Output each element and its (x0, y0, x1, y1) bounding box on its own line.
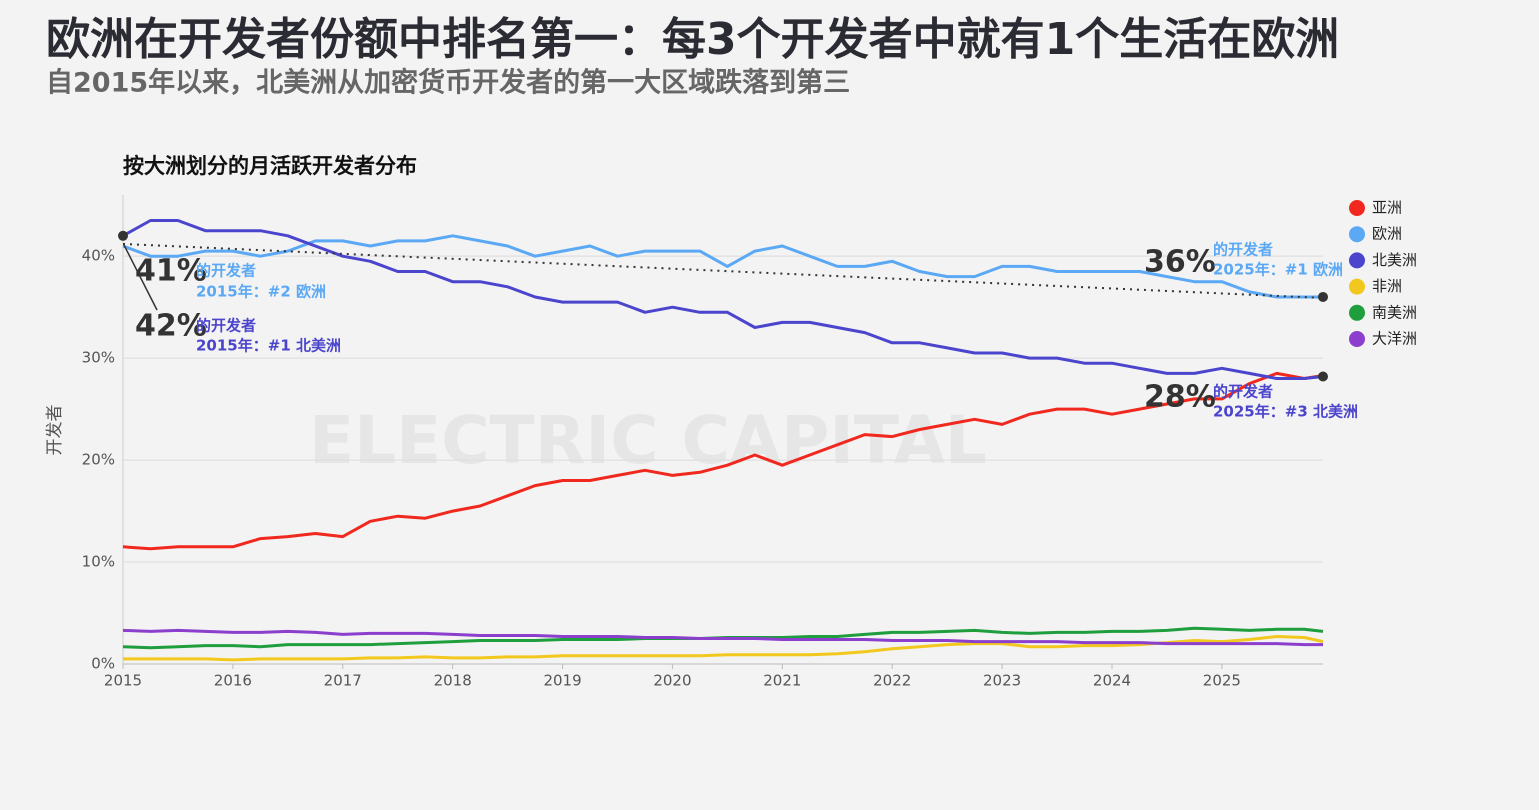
legend-label: 亚洲 (1372, 199, 1402, 217)
annotation-note: 2025年：#1 欧洲 (1213, 261, 1343, 279)
legend-swatch (1349, 200, 1365, 216)
legend-label: 大洋洲 (1372, 330, 1417, 348)
end-dot (1318, 291, 1328, 302)
legend-label: 南美洲 (1372, 303, 1417, 321)
legend-swatch (1349, 226, 1365, 243)
x-tick-label: 2019 (543, 672, 581, 690)
legend-label: 北美洲 (1372, 251, 1417, 269)
annotation-note: 2015年：#2 欧洲 (196, 283, 326, 301)
chart-title: 按大洲划分的月活跃开发者分布 (123, 154, 417, 178)
legend-swatch (1349, 331, 1365, 347)
legend-swatch (1349, 304, 1365, 321)
x-tick-label: 2024 (1093, 672, 1131, 690)
x-tick-label: 2020 (653, 672, 691, 690)
annotation-text: 的开发者 (1213, 241, 1273, 259)
legend-label: 非洲 (1372, 277, 1402, 295)
legend-swatch (1349, 252, 1365, 269)
pointer (123, 244, 158, 311)
x-tick-label: 2016 (214, 672, 252, 690)
annotation-note: 2015年：#1 北美洲 (196, 337, 341, 355)
heading: 欧洲在开发者份额中排名第一：每3个开发者中就有1个生活在欧洲 (46, 14, 1339, 65)
legend-label: 欧洲 (1372, 225, 1402, 243)
series-line (122, 371, 1324, 551)
y-tick-label: 40% (82, 247, 115, 265)
x-tick-label: 2025 (1203, 672, 1241, 690)
subheading: 自2015年以来，北美洲从加密货币开发者的第一大区域跌落到第三 (46, 67, 850, 99)
annotation-value: 41% (135, 254, 207, 289)
y-tick-label: 0% (91, 655, 115, 673)
trend-line (122, 242, 1324, 299)
x-tick-label: 2021 (763, 672, 801, 690)
annotation-text: 的开发者 (196, 262, 256, 280)
annotation-value: 36% (1144, 245, 1216, 280)
y-tick-label: 20% (82, 451, 115, 469)
end-dot (1318, 371, 1328, 382)
x-tick-label: 2018 (434, 672, 472, 690)
legend-swatch (1349, 278, 1365, 295)
y-tick-label: 10% (82, 553, 115, 571)
x-tick-label: 2022 (873, 672, 911, 690)
series-line (122, 219, 1324, 380)
series-line (123, 635, 1324, 662)
annotation-value: 28% (1144, 380, 1216, 415)
y-axis-label: 开发者 (45, 405, 65, 456)
x-tick-label: 2017 (324, 672, 362, 690)
annotation-value: 42% (135, 309, 207, 344)
end-dot (118, 230, 128, 241)
x-tick-label: 2015 (104, 672, 142, 690)
x-tick-label: 2023 (983, 672, 1021, 690)
series-line (122, 628, 1323, 647)
series-line (122, 234, 1323, 299)
y-tick-label: 30% (82, 349, 115, 367)
watermark: ELECTRIC CAPITAL (309, 402, 987, 479)
annotation-text: 的开发者 (1213, 383, 1273, 401)
annotation-text: 的开发者 (196, 317, 256, 335)
annotation-note: 2025年：#3 北美洲 (1213, 403, 1358, 421)
